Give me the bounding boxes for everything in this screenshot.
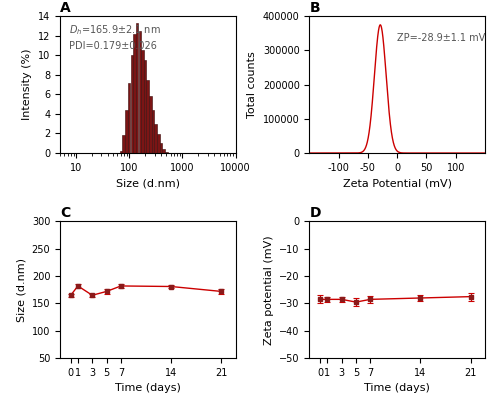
Bar: [144, 60, 146, 153]
Bar: [154, 124, 157, 153]
Bar: [130, 55, 133, 153]
Bar: [165, 151, 168, 153]
Y-axis label: Size (d.nm): Size (d.nm): [16, 258, 26, 322]
Text: A: A: [60, 1, 71, 15]
Bar: [125, 110, 128, 153]
X-axis label: Zeta Potential (mV): Zeta Potential (mV): [342, 178, 452, 188]
Bar: [160, 143, 162, 153]
Text: C: C: [60, 206, 70, 220]
X-axis label: Time (days): Time (days): [115, 383, 180, 394]
Text: D: D: [310, 206, 321, 220]
Bar: [128, 83, 130, 153]
Bar: [136, 23, 138, 153]
Bar: [122, 136, 125, 153]
Bar: [162, 149, 165, 153]
Bar: [138, 31, 141, 153]
Bar: [157, 134, 160, 153]
Bar: [120, 151, 122, 153]
Y-axis label: Total counts: Total counts: [247, 51, 257, 118]
Text: PDI=0.179±0.026: PDI=0.179±0.026: [69, 41, 156, 51]
Bar: [134, 34, 136, 153]
Y-axis label: Intensity (%): Intensity (%): [22, 49, 32, 120]
Text: ZP=-28.9±1.1 mV: ZP=-28.9±1.1 mV: [397, 33, 486, 43]
X-axis label: Size (d.nm): Size (d.nm): [116, 178, 180, 188]
Bar: [146, 80, 149, 153]
Bar: [149, 96, 152, 153]
Bar: [141, 50, 144, 153]
Text: B: B: [310, 1, 320, 15]
X-axis label: Time (days): Time (days): [364, 383, 430, 394]
Y-axis label: Zeta potential (mV): Zeta potential (mV): [264, 235, 274, 345]
Text: $D_h$=165.9±2.1 nm: $D_h$=165.9±2.1 nm: [69, 23, 160, 37]
Bar: [152, 110, 154, 153]
